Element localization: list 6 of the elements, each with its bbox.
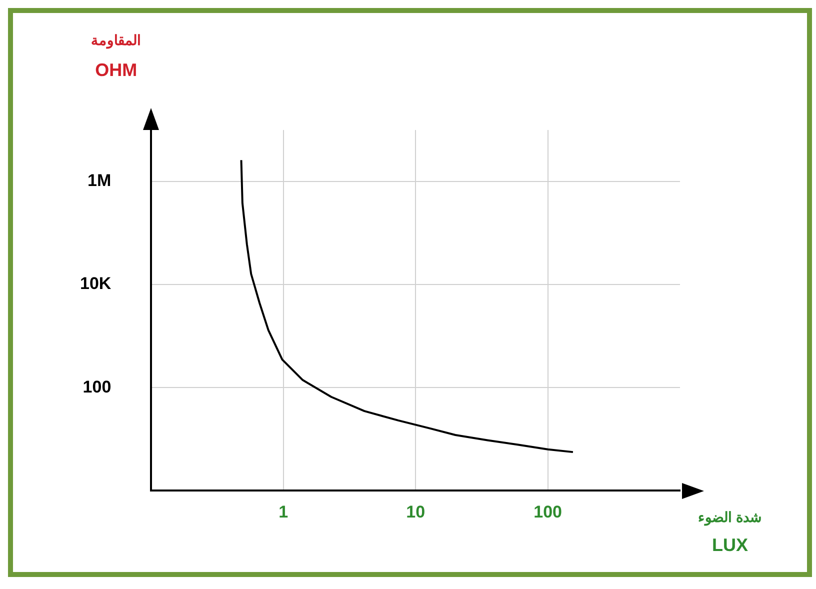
y-tick-label: 100: [82, 377, 112, 396]
y-tick-label: 10K: [80, 274, 112, 294]
x-tick-label: 1: [278, 502, 288, 522]
x-tick-label: 10: [406, 502, 426, 522]
y-tick-label: 1M: [88, 171, 112, 190]
x-tick-label: 100: [534, 502, 562, 522]
